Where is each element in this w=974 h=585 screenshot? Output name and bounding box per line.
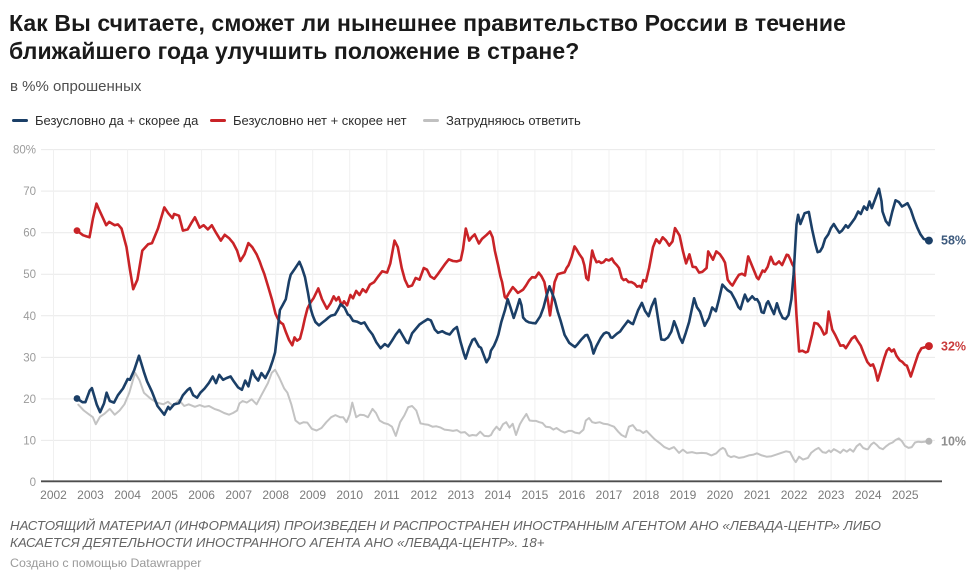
- svg-text:2024: 2024: [855, 488, 882, 502]
- svg-text:0: 0: [30, 477, 36, 489]
- svg-text:2021: 2021: [744, 488, 771, 502]
- svg-text:58%: 58%: [941, 234, 966, 248]
- svg-text:2019: 2019: [670, 488, 697, 502]
- svg-text:2012: 2012: [410, 488, 437, 502]
- svg-text:2004: 2004: [114, 488, 141, 502]
- svg-text:2014: 2014: [485, 488, 512, 502]
- svg-text:2010: 2010: [336, 488, 363, 502]
- svg-text:2022: 2022: [781, 488, 808, 502]
- svg-text:2018: 2018: [633, 488, 660, 502]
- svg-text:80%: 80%: [13, 145, 36, 157]
- svg-text:2005: 2005: [151, 488, 178, 502]
- svg-text:50: 50: [23, 269, 36, 281]
- svg-text:2017: 2017: [596, 488, 623, 502]
- svg-text:2008: 2008: [262, 488, 289, 502]
- svg-text:10: 10: [23, 435, 36, 447]
- svg-text:2025: 2025: [892, 488, 919, 502]
- svg-text:2013: 2013: [447, 488, 474, 502]
- svg-text:10%: 10%: [941, 434, 966, 448]
- svg-text:20: 20: [23, 394, 36, 406]
- svg-text:2006: 2006: [188, 488, 215, 502]
- svg-text:2015: 2015: [522, 488, 549, 502]
- svg-text:2009: 2009: [299, 488, 326, 502]
- svg-text:30: 30: [23, 352, 36, 364]
- svg-text:2023: 2023: [818, 488, 845, 502]
- svg-text:2011: 2011: [374, 488, 400, 502]
- svg-text:2020: 2020: [707, 488, 734, 502]
- svg-text:2007: 2007: [225, 488, 252, 502]
- svg-text:32%: 32%: [941, 340, 966, 354]
- svg-text:2003: 2003: [77, 488, 104, 502]
- svg-text:40: 40: [23, 311, 36, 323]
- svg-text:60: 60: [23, 228, 36, 240]
- svg-text:2016: 2016: [559, 488, 586, 502]
- svg-text:2002: 2002: [40, 488, 67, 502]
- svg-text:70: 70: [23, 186, 36, 198]
